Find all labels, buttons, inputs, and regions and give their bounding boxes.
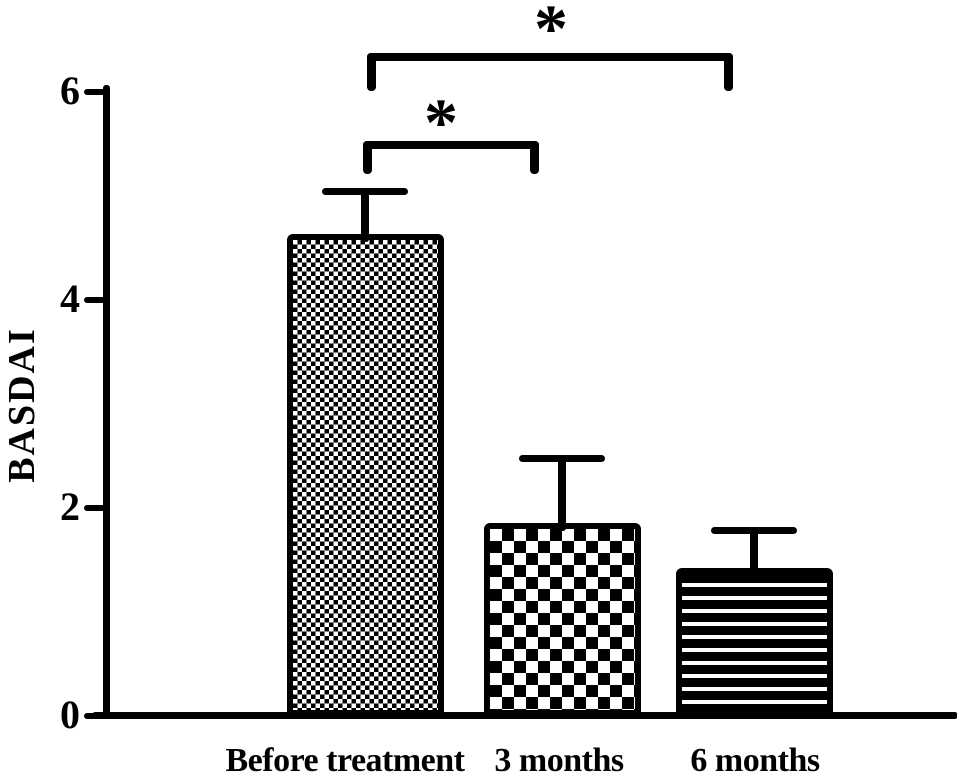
sig-bracket-left-end-before-treatment-vs-6-months — [367, 53, 376, 91]
y-tick-4 — [84, 297, 105, 303]
y-tick-label-4: 4 — [60, 276, 80, 322]
y-axis-title: BASDAI — [1, 327, 43, 483]
error-bar-stem-6-months — [750, 526, 758, 577]
sig-bracket-right-end-before-treatment-vs-6-months — [724, 53, 733, 91]
bar-before-treatment — [286, 234, 444, 716]
sig-asterisk-before-treatment-vs-3-months: * — [424, 84, 458, 160]
error-bar-cap-3-months — [519, 454, 605, 462]
bar-3-months — [483, 522, 641, 716]
sig-bracket-before-treatment-vs-3-months — [363, 141, 539, 149]
y-tick-2 — [84, 505, 105, 511]
y-tick-label-0: 0 — [60, 692, 80, 738]
sig-bracket-before-treatment-vs-6-months — [367, 53, 733, 61]
sig-asterisk-before-treatment-vs-6-months: * — [534, 0, 568, 66]
x-label-3-months: 3 months — [494, 742, 624, 779]
y-tick-0 — [84, 713, 105, 719]
error-bar-cap-before-treatment — [322, 187, 408, 195]
bar-6-months — [675, 568, 833, 716]
error-bar-cap-6-months — [711, 526, 797, 534]
error-bar-stem-before-treatment — [361, 187, 369, 243]
y-tick-label-2: 2 — [60, 484, 80, 530]
sig-bracket-right-end-before-treatment-vs-3-months — [530, 141, 539, 174]
y-axis-line — [103, 85, 110, 719]
x-label-before-treatment: Before treatment — [225, 742, 465, 779]
sig-bracket-left-end-before-treatment-vs-3-months — [363, 141, 372, 174]
y-tick-6 — [84, 89, 105, 95]
error-bar-stem-3-months — [558, 454, 566, 531]
x-label-6-months: 6 months — [690, 742, 820, 779]
y-tick-label-6: 6 — [60, 68, 80, 114]
